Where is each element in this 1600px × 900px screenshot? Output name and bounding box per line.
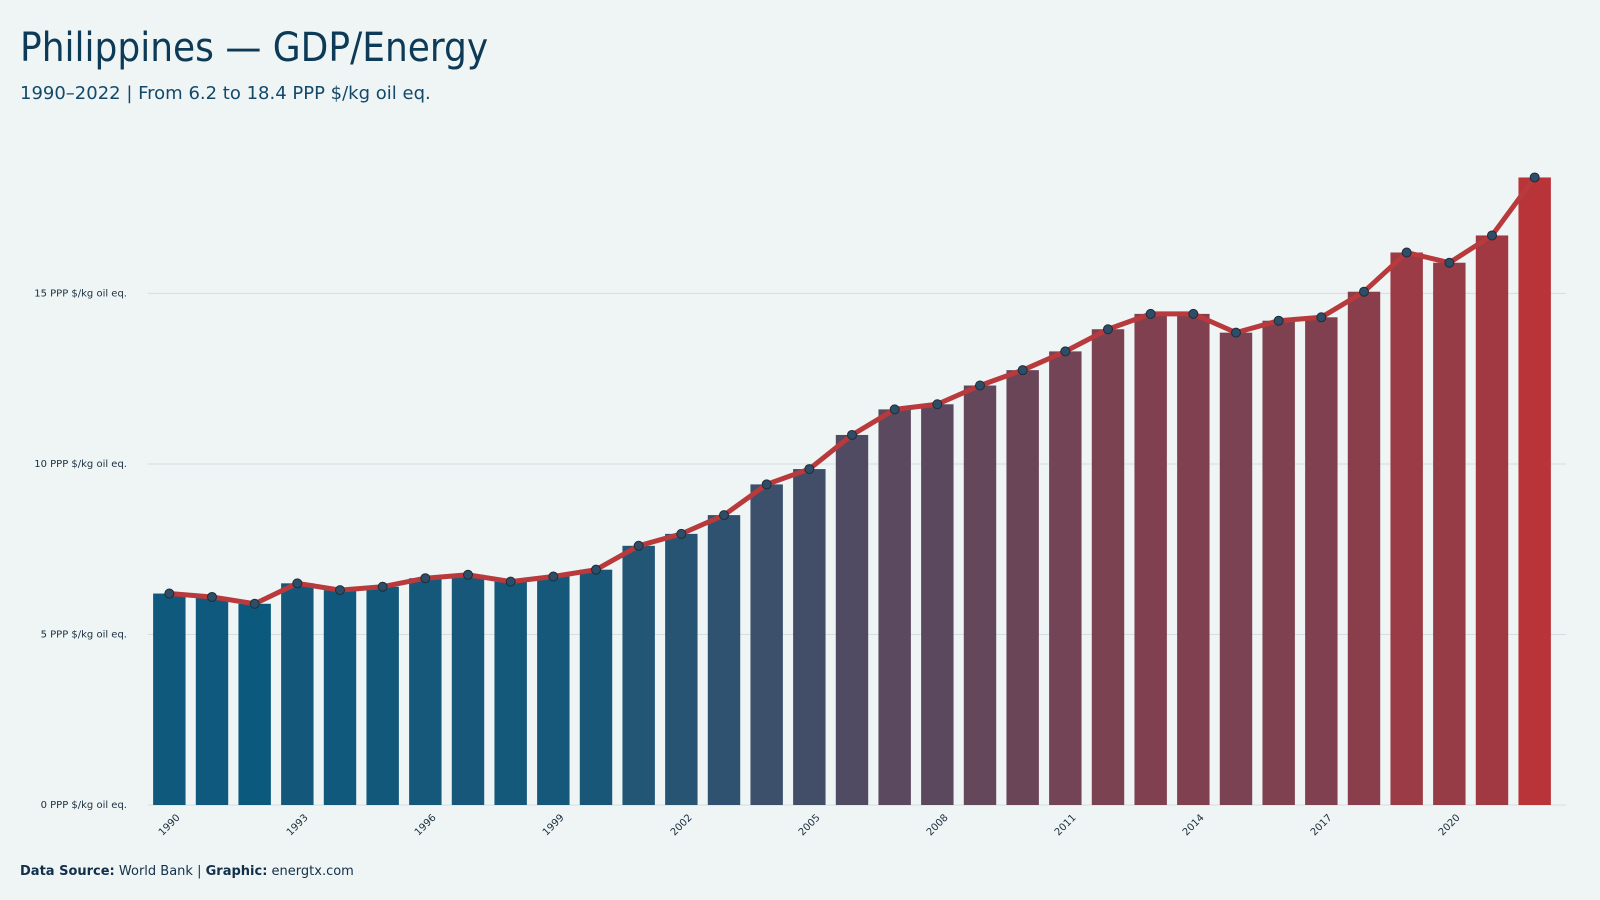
bar [921, 404, 954, 805]
marker [548, 571, 559, 582]
bar [451, 574, 485, 805]
graphic-label: Graphic: [206, 864, 268, 879]
bar [835, 434, 869, 805]
bar [750, 484, 783, 805]
bar [1219, 332, 1253, 805]
marker [932, 399, 943, 410]
marker [1487, 230, 1497, 241]
bar [1262, 320, 1295, 805]
marker [889, 404, 900, 415]
bar [1347, 291, 1381, 805]
marker [1145, 308, 1156, 319]
bar [537, 576, 570, 805]
marker [420, 573, 431, 584]
marker [1188, 308, 1199, 319]
marker [975, 380, 985, 391]
bar [1475, 235, 1509, 805]
chart-subtitle: 1990–2022 | From 6.2 to 18.4 PPP $/kg oi… [20, 83, 431, 104]
marker [676, 528, 687, 539]
bar [1305, 317, 1338, 805]
marker [377, 581, 388, 592]
marker [591, 564, 601, 575]
bar [622, 545, 655, 805]
marker [1060, 346, 1071, 357]
marker [1401, 247, 1412, 258]
y-tick-label: 0 PPP $/kg oil eq. [41, 800, 127, 811]
bar [1518, 177, 1551, 806]
bar [195, 596, 229, 805]
bar [579, 569, 613, 805]
marker [463, 569, 473, 580]
bar [494, 581, 527, 805]
y-tick-label: 15 PPP $/kg oil eq. [34, 288, 127, 299]
y-tick-label: 10 PPP $/kg oil eq. [34, 459, 127, 470]
bar [963, 385, 997, 805]
bar [323, 590, 357, 805]
marker [164, 588, 175, 599]
bar [409, 578, 442, 805]
bar [1006, 370, 1039, 805]
marker [1017, 365, 1028, 376]
marker [633, 540, 644, 551]
marker [1273, 315, 1284, 326]
marker [847, 429, 857, 440]
footer: Data Source: World Bank | Graphic: energ… [20, 864, 354, 879]
source: World Bank [119, 864, 194, 879]
separator: | [197, 864, 201, 879]
graphic: energtx.com [272, 864, 354, 879]
marker [761, 479, 772, 490]
marker [292, 578, 303, 589]
bar [153, 593, 186, 805]
chart-title: Philippines — GDP/Energy [20, 25, 488, 71]
marker [1231, 327, 1241, 338]
marker [1103, 324, 1113, 335]
marker [505, 576, 516, 587]
bar [1177, 313, 1210, 805]
source-label: Data Source: [20, 864, 115, 879]
marker [207, 591, 217, 602]
bar [1049, 351, 1082, 805]
marker [249, 598, 260, 609]
bar [793, 469, 826, 805]
y-tick-label: 5 PPP $/kg oil eq. [41, 629, 127, 640]
bar [1134, 313, 1167, 805]
bar [238, 603, 271, 805]
bar [366, 586, 399, 805]
marker [335, 585, 345, 596]
bar [281, 583, 314, 805]
marker [719, 510, 729, 521]
bar [665, 533, 698, 805]
marker [1529, 172, 1540, 183]
marker [1444, 257, 1455, 268]
marker [1316, 312, 1327, 323]
bar [878, 409, 911, 805]
bar [1390, 252, 1423, 805]
bar [1433, 262, 1466, 805]
marker [1359, 286, 1369, 297]
bar [1091, 329, 1125, 805]
marker [804, 464, 815, 475]
bar [707, 515, 741, 805]
